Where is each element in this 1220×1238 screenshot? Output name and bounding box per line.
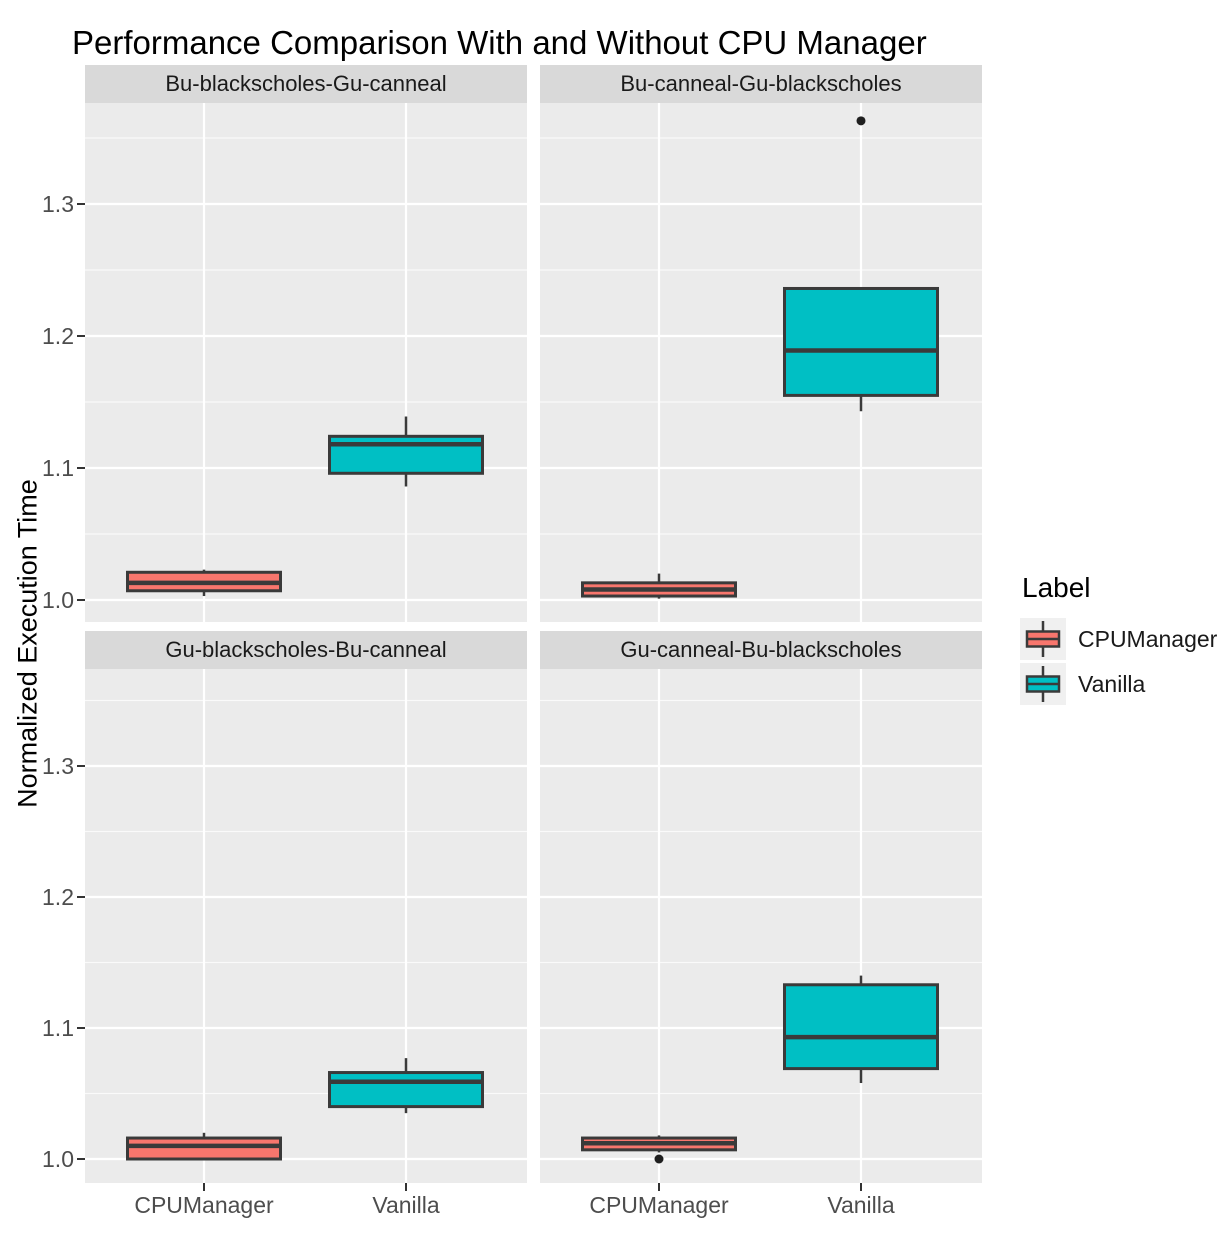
legend: Label CPUManager Vanilla [1020,572,1220,708]
y-axis-title: Normalized Execution Time [12,479,43,808]
box [328,434,484,475]
x-tick-label: CPUManager [589,1192,729,1218]
x-tick-label: Vanilla [827,1192,895,1218]
x-tick-mark [405,1183,407,1191]
facet-strip: Bu-blackscholes-Gu-canneal [85,65,527,103]
facet-strip-label: Bu-canneal-Gu-blackscholes [620,71,902,96]
y-tick-label: 1.2 [42,884,74,910]
facet-strip: Gu-canneal-Bu-blackscholes [540,631,982,669]
boxplot-cpumanager [126,1132,282,1161]
y-tick-label: 1.0 [42,1146,74,1172]
legend-title: Label [1022,572,1091,603]
legend-entry: CPUManager [1020,618,1220,660]
facet-strip-label: Gu-canneal-Bu-blackscholes [620,637,902,662]
y-tick-label: 1.3 [42,753,74,779]
y-tick-mark [77,467,85,469]
boxplot-vanilla [328,416,484,487]
facet-strip: Gu-blackscholes-Bu-canneal [85,631,527,669]
legend-key [1020,618,1066,660]
facet-strip: Bu-canneal-Gu-blackscholes [540,65,982,103]
box [783,983,939,1071]
y-tick-label: 1.1 [42,455,74,481]
x-tick-label: Vanilla [372,1192,440,1218]
x-tick-mark [860,1183,862,1191]
y-tick-label: 1.3 [42,191,74,217]
y-tick-mark [77,599,85,601]
y-tick-label: 1.0 [42,587,74,613]
y-tick-label: 1.2 [42,323,74,349]
facet-strip-label: Bu-blackscholes-Gu-canneal [165,71,447,96]
boxplot-vanilla [328,1058,484,1114]
facet-panel [85,669,527,1183]
y-tick-mark [77,1158,85,1160]
outlier-point [654,1154,664,1164]
boxplot-cpumanager [581,573,737,599]
facet-panel [540,669,982,1183]
x-tick-label: CPUManager [134,1192,274,1218]
legend-boxplot-glyph [1025,621,1061,657]
boxplot-cpumanager [581,1135,737,1164]
y-tick-label: 1.1 [42,1015,74,1041]
legend-label: Vanilla [1078,670,1146,697]
outlier-point [856,116,866,126]
boxplot-vanilla [783,116,939,412]
facet-strip-label: Gu-blackscholes-Bu-canneal [165,637,447,662]
y-tick-mark [77,896,85,898]
box [328,1071,484,1109]
facet-panel [85,103,527,622]
chart-title: Performance Comparison With and Without … [72,24,927,61]
y-tick-mark [77,1027,85,1029]
y-tick-mark [77,765,85,767]
y-tick-mark [77,335,85,337]
legend-entries: CPUManager Vanilla [1020,618,1220,705]
legend-entry: Vanilla [1020,663,1220,705]
panel-background [540,669,982,1183]
legend-label: CPUManager [1078,625,1218,652]
box [783,286,939,397]
x-tick-mark [203,1183,205,1191]
facet-panel [540,103,982,622]
y-tick-mark [77,203,85,205]
legend-boxplot-glyph [1025,666,1061,702]
box [126,1136,282,1161]
boxplot-vanilla [783,975,939,1084]
panel-background [85,103,527,622]
legend-key [1020,663,1066,705]
x-tick-mark [658,1183,660,1191]
boxplot-cpumanager [126,569,282,597]
